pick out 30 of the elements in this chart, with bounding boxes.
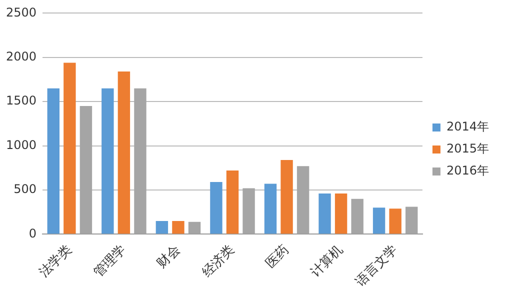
bar: [47, 88, 60, 234]
bar: [389, 208, 402, 234]
y-tick-label: 0: [28, 226, 37, 240]
y-tick-label: 1000: [6, 138, 37, 152]
bar: [172, 220, 184, 234]
bar: [372, 208, 386, 234]
y-tick-label: 1500: [6, 94, 37, 108]
bar: [334, 194, 348, 234]
x-tick-label: 法学类: [36, 242, 75, 281]
legend-label: 2015年: [446, 142, 490, 156]
bar: [156, 220, 168, 234]
legend-label: 2014年: [446, 120, 490, 134]
bar: [118, 72, 130, 234]
x-tick-label: 医药: [263, 242, 292, 272]
x-tick-label: 财会: [154, 242, 184, 272]
legend-label: 2016年: [446, 164, 490, 178]
bar: [210, 182, 222, 234]
bar: [318, 194, 331, 234]
y-tick-label: 2500: [6, 5, 37, 20]
bar: [264, 184, 277, 234]
y-tick-label: 500: [14, 182, 37, 196]
bar: [64, 62, 76, 234]
x-tick-label: 计算机: [308, 242, 346, 281]
x-tick-label: 管理学: [90, 242, 130, 281]
x-tick-label: 经济类: [200, 242, 238, 281]
bar: [102, 88, 114, 234]
x-tick-label: 语言文学: [352, 242, 401, 290]
bar: [280, 160, 293, 234]
bar: [226, 170, 239, 234]
y-tick-label: 2000: [6, 50, 37, 64]
